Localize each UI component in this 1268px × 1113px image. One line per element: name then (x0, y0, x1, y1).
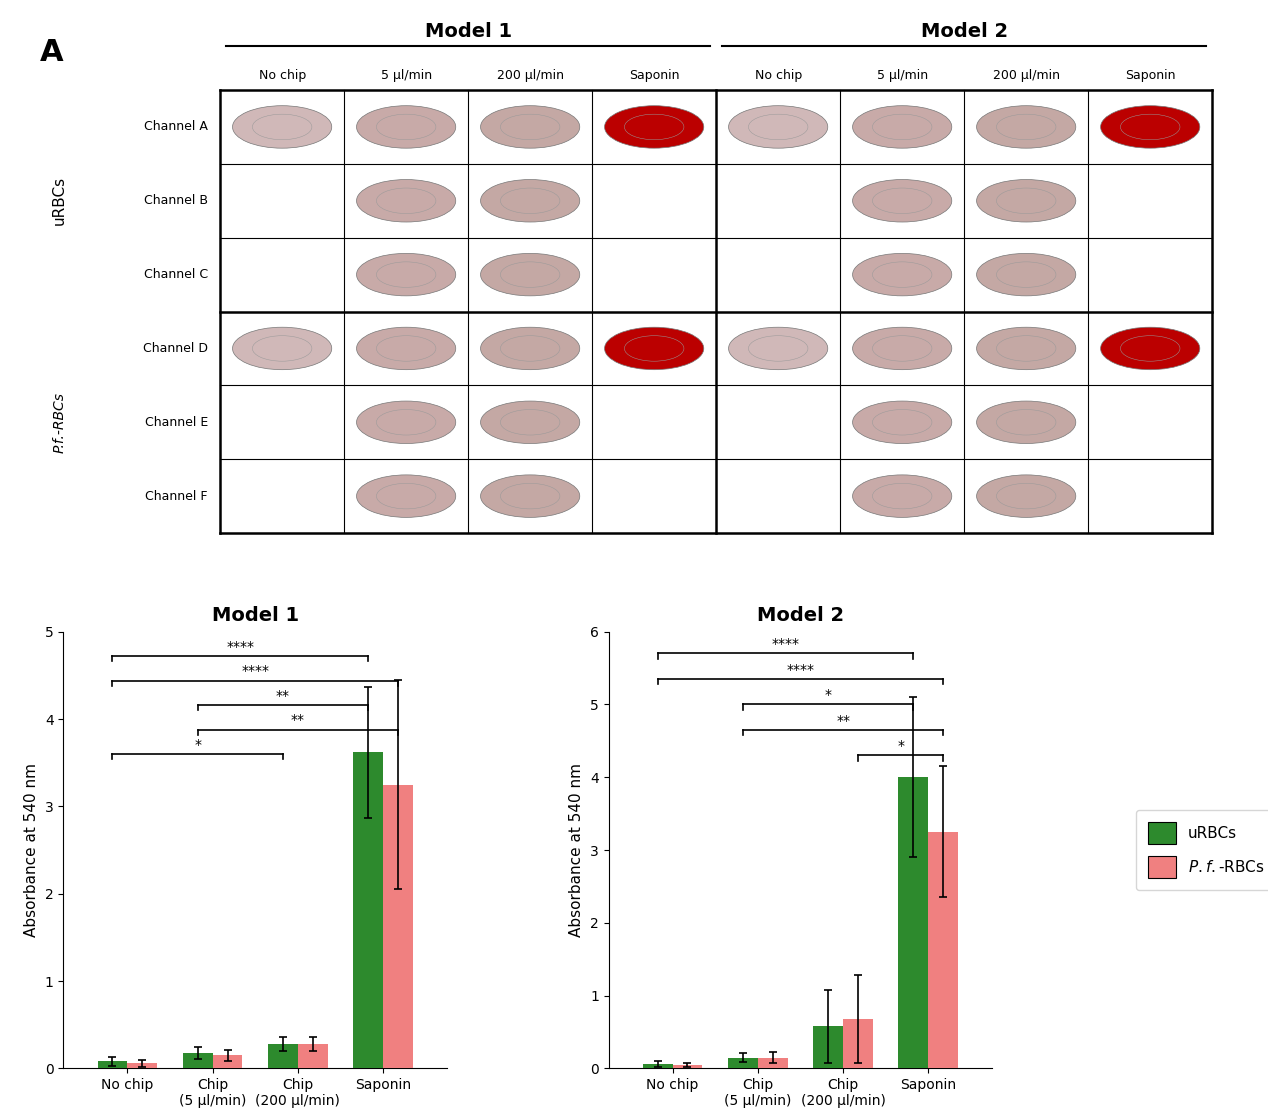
Text: **: ** (290, 713, 304, 727)
Circle shape (976, 106, 1075, 148)
Bar (928, 831, 959, 1068)
Bar (728, 1057, 758, 1068)
Circle shape (356, 106, 455, 148)
Circle shape (605, 327, 704, 370)
Circle shape (481, 179, 579, 221)
Circle shape (976, 475, 1075, 518)
Circle shape (356, 327, 455, 370)
Circle shape (852, 475, 952, 518)
Text: Channel A: Channel A (145, 120, 208, 134)
Circle shape (729, 106, 828, 148)
Text: *: * (896, 739, 904, 754)
Circle shape (852, 106, 952, 148)
Circle shape (232, 327, 332, 370)
Text: uRBCs: uRBCs (52, 176, 67, 225)
Bar (354, 752, 383, 1068)
Bar (643, 1064, 672, 1068)
Text: Model 1: Model 1 (425, 21, 512, 40)
Text: Channel C: Channel C (143, 268, 208, 282)
Text: *: * (824, 688, 832, 702)
Legend: uRBCs, $P.f.$-RBCs: uRBCs, $P.f.$-RBCs (1136, 810, 1268, 890)
Text: Channel D: Channel D (143, 342, 208, 355)
Text: Model 2: Model 2 (921, 21, 1008, 40)
Bar (383, 785, 413, 1068)
Circle shape (852, 327, 952, 370)
Text: Saponin: Saponin (1125, 69, 1175, 82)
Text: ****: **** (226, 640, 255, 654)
Circle shape (356, 401, 455, 443)
Text: 5 μl/min: 5 μl/min (876, 69, 928, 82)
Circle shape (976, 254, 1075, 296)
Circle shape (481, 327, 579, 370)
Text: ****: **** (786, 663, 814, 677)
Circle shape (481, 475, 579, 518)
Bar (213, 1055, 242, 1068)
Text: No chip: No chip (754, 69, 801, 82)
Circle shape (852, 401, 952, 443)
Circle shape (356, 254, 455, 296)
Bar (127, 1063, 157, 1068)
Circle shape (481, 401, 579, 443)
Text: Channel F: Channel F (146, 490, 208, 503)
Bar (298, 1044, 327, 1068)
Circle shape (1101, 327, 1200, 370)
Bar (98, 1062, 127, 1068)
Bar (183, 1053, 213, 1068)
Text: **: ** (276, 689, 290, 702)
Circle shape (852, 179, 952, 221)
Circle shape (729, 327, 828, 370)
Circle shape (852, 254, 952, 296)
Circle shape (481, 106, 579, 148)
Circle shape (481, 254, 579, 296)
Text: 200 μl/min: 200 μl/min (497, 69, 564, 82)
Text: Channel B: Channel B (145, 195, 208, 207)
Text: No chip: No chip (259, 69, 306, 82)
Text: Saponin: Saponin (629, 69, 680, 82)
Text: 200 μl/min: 200 μl/min (993, 69, 1060, 82)
Text: A: A (41, 38, 63, 67)
Text: P.f.-RBCs: P.f.-RBCs (52, 392, 66, 453)
Circle shape (356, 475, 455, 518)
Title: Model 2: Model 2 (757, 605, 844, 624)
Y-axis label: Absorbance at 540 nm: Absorbance at 540 nm (569, 764, 585, 937)
Circle shape (976, 179, 1075, 221)
Circle shape (976, 327, 1075, 370)
Bar (758, 1057, 787, 1068)
Text: *: * (194, 738, 202, 751)
Circle shape (356, 179, 455, 221)
Text: Channel E: Channel E (145, 416, 208, 429)
Bar (268, 1044, 298, 1068)
Bar (672, 1065, 702, 1068)
Bar (813, 1026, 843, 1068)
Text: 5 μl/min: 5 μl/min (380, 69, 431, 82)
Text: **: ** (836, 713, 850, 728)
Circle shape (605, 106, 704, 148)
Circle shape (232, 106, 332, 148)
Text: ****: **** (771, 638, 800, 651)
Circle shape (1101, 106, 1200, 148)
Circle shape (976, 401, 1075, 443)
Bar (843, 1020, 872, 1068)
Title: Model 1: Model 1 (212, 605, 299, 624)
Bar (899, 777, 928, 1068)
Y-axis label: Absorbance at 540 nm: Absorbance at 540 nm (24, 764, 39, 937)
Text: ****: **** (241, 664, 269, 679)
